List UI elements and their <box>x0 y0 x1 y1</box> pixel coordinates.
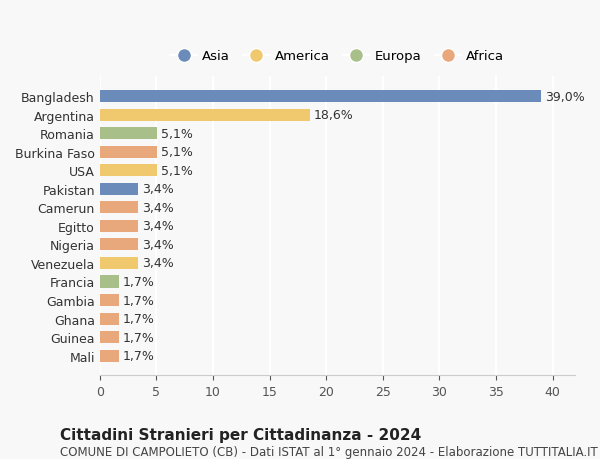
Bar <box>100 350 119 362</box>
Text: COMUNE DI CAMPOLIETO (CB) - Dati ISTAT al 1° gennaio 2024 - Elaborazione TUTTITA: COMUNE DI CAMPOLIETO (CB) - Dati ISTAT a… <box>60 445 598 458</box>
Text: 5,1%: 5,1% <box>161 146 193 159</box>
Text: 18,6%: 18,6% <box>314 109 353 122</box>
Text: 1,7%: 1,7% <box>122 275 154 288</box>
Bar <box>100 294 119 307</box>
Text: 5,1%: 5,1% <box>161 127 193 140</box>
Bar <box>100 331 119 343</box>
Bar <box>100 91 541 103</box>
Bar <box>100 276 119 288</box>
Text: 3,4%: 3,4% <box>142 220 173 233</box>
Bar <box>100 313 119 325</box>
Text: 1,7%: 1,7% <box>122 349 154 362</box>
Bar <box>100 183 138 196</box>
Text: 1,7%: 1,7% <box>122 294 154 307</box>
Bar <box>100 239 138 251</box>
Bar <box>100 165 157 177</box>
Bar <box>100 146 157 158</box>
Text: 1,7%: 1,7% <box>122 331 154 344</box>
Text: 5,1%: 5,1% <box>161 164 193 177</box>
Text: 39,0%: 39,0% <box>545 90 584 103</box>
Text: 3,4%: 3,4% <box>142 183 173 196</box>
Bar <box>100 109 310 121</box>
Bar <box>100 220 138 232</box>
Text: Cittadini Stranieri per Cittadinanza - 2024: Cittadini Stranieri per Cittadinanza - 2… <box>60 427 421 442</box>
Bar <box>100 202 138 214</box>
Text: 3,4%: 3,4% <box>142 257 173 270</box>
Bar <box>100 257 138 269</box>
Bar <box>100 128 157 140</box>
Text: 1,7%: 1,7% <box>122 313 154 325</box>
Text: 3,4%: 3,4% <box>142 202 173 214</box>
Text: 3,4%: 3,4% <box>142 238 173 252</box>
Legend: Asia, America, Europa, Africa: Asia, America, Europa, Africa <box>165 45 510 68</box>
